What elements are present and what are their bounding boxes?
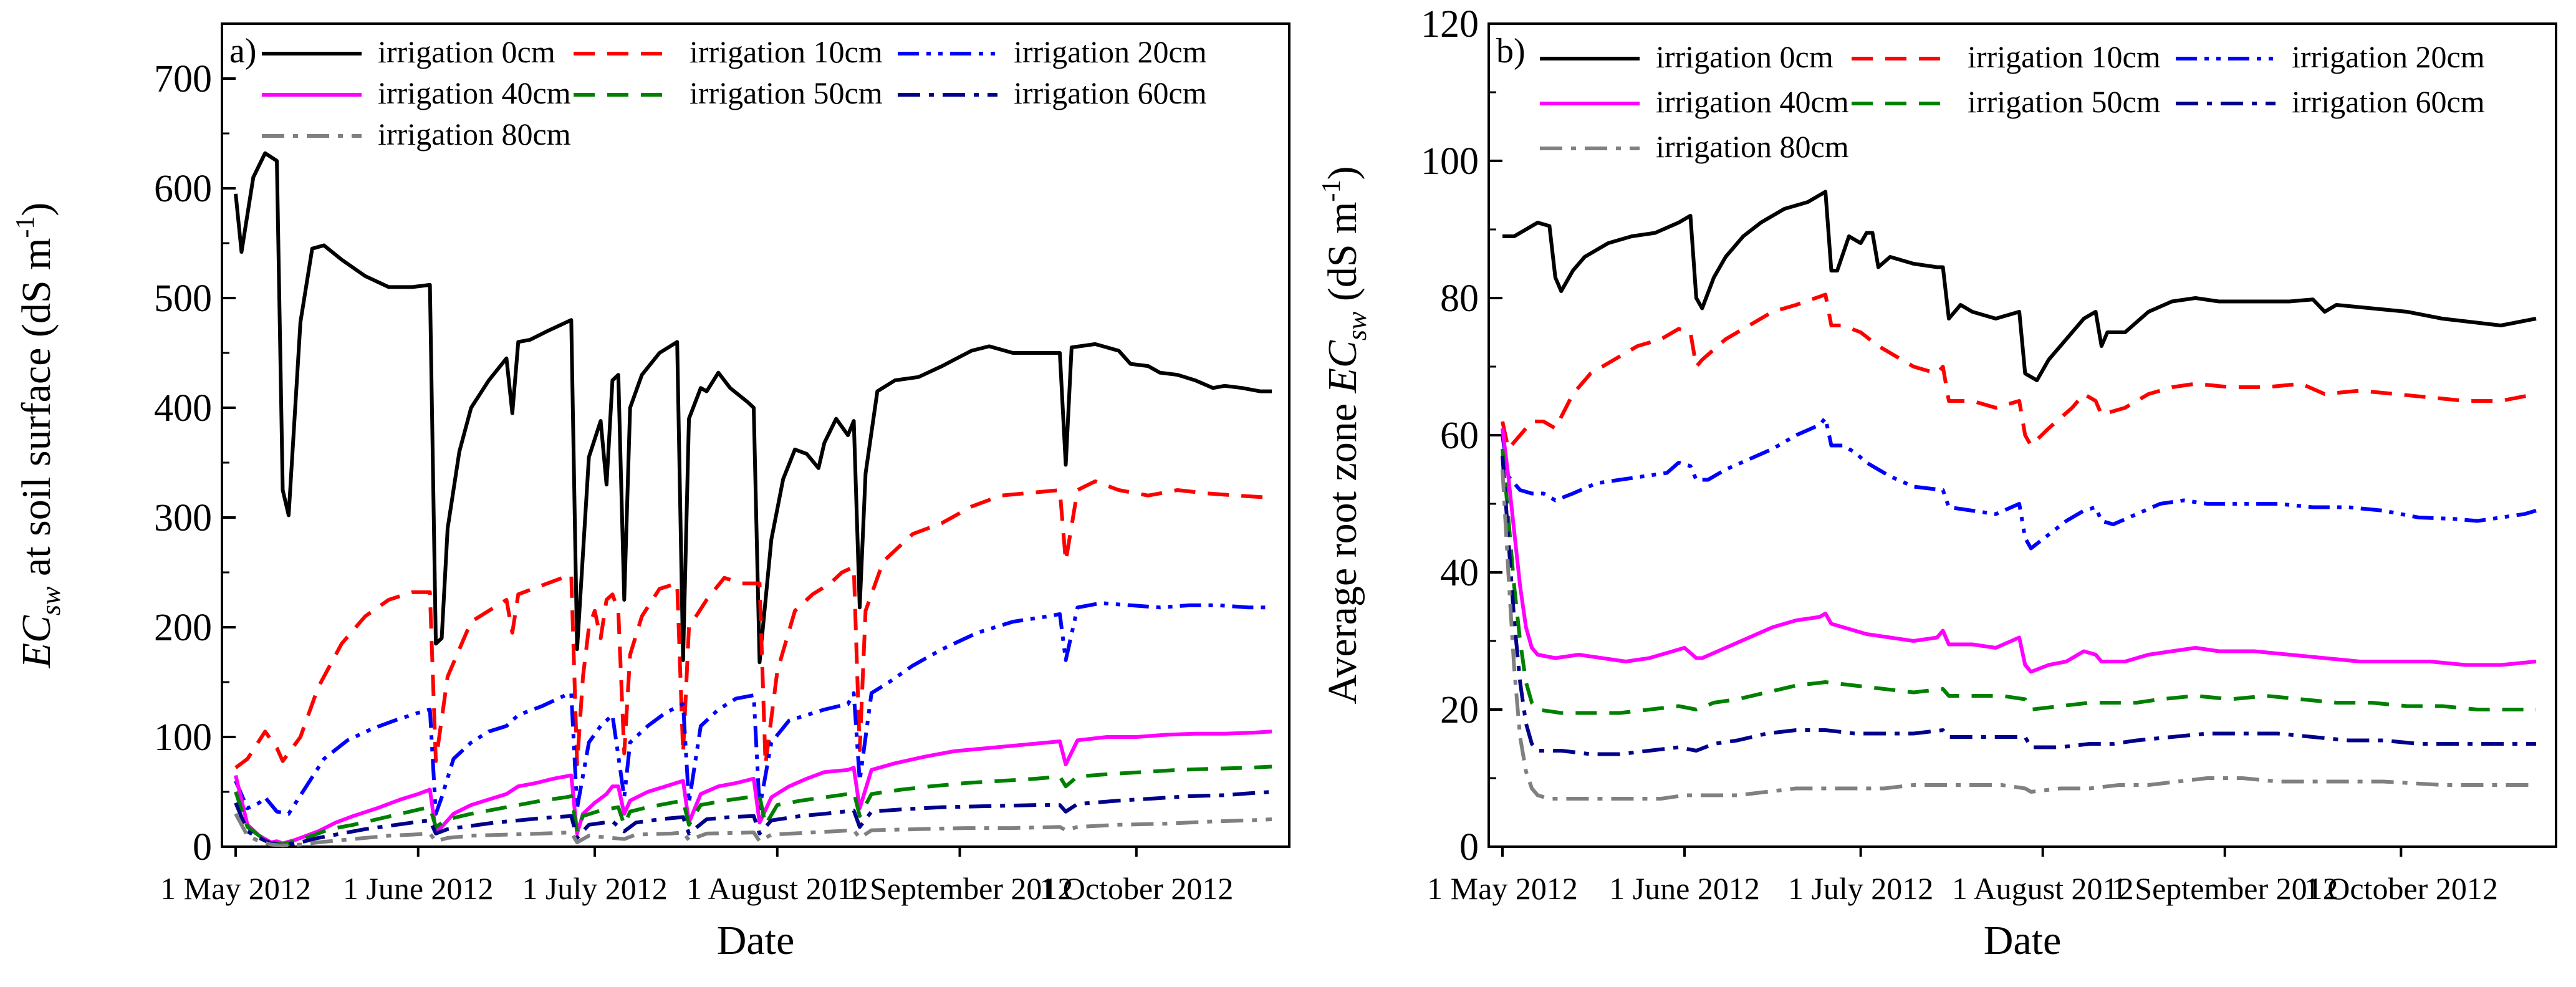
series-line	[234, 479, 1272, 769]
panel-label: a)	[229, 32, 257, 70]
x-tick-label: 1 July 2012	[522, 871, 667, 906]
legend-entry: irrigation 80cm	[1656, 129, 1849, 164]
y-axis-label: Average root zone ECsw (dS m-1)	[1317, 166, 1372, 705]
y-tick-label: 0	[1459, 826, 1479, 869]
legend-entry: irrigation 20cm	[1014, 34, 1207, 69]
series-line	[1501, 416, 2537, 551]
x-tick-label: 1 May 2012	[1427, 871, 1578, 906]
x-tick-label: 1 September 2012	[2112, 871, 2338, 906]
series-line	[234, 764, 1272, 847]
legend-entry: irrigation 0cm	[378, 34, 555, 69]
series-line	[234, 601, 1272, 816]
legend-entry: irrigation 10cm	[690, 34, 883, 69]
x-tick-label: 1 October 2012	[2304, 871, 2498, 906]
series-line	[1502, 190, 2537, 382]
legend-entry: irrigation 40cm	[378, 75, 571, 110]
y-tick-label: 300	[154, 497, 212, 539]
y-tick-label: 400	[154, 387, 212, 430]
panel-b: 0 20 40 60 80 100 120 1 May 2012 1 June 2012 1 Ju…	[1317, 3, 2557, 963]
y-axis-label: ECsw at soil surface (dS m-1)	[11, 203, 66, 669]
series-line	[1501, 448, 2536, 715]
legend-entry: irrigation 40cm	[1656, 84, 1849, 119]
y-tick-label: 600	[154, 168, 212, 210]
legend-entry: irrigation 50cm	[1968, 84, 2161, 119]
y-tick-label: 80	[1440, 277, 1479, 320]
y-tick-label: 200	[154, 607, 212, 649]
y-tick-label: 700	[154, 58, 212, 100]
series-line	[1501, 469, 2536, 801]
plot-frame	[1487, 22, 2557, 848]
legend-entry: irrigation 50cm	[690, 75, 883, 110]
x-tick-label: 1 June 2012	[343, 871, 494, 906]
series-line	[234, 729, 1272, 845]
x-tick-label: 1 October 2012	[1039, 871, 1233, 906]
x-tick-label: 1 August 2012	[1952, 871, 2134, 906]
legend-entry: irrigation 0cm	[1656, 39, 1833, 74]
y-tick-label: 0	[193, 826, 212, 869]
y-tick-label: 500	[154, 277, 212, 320]
x-axis-label: Date	[1984, 918, 2062, 963]
panel-a: 0 100 200 300 400 500 600 700 1 May 2012 1 June 2…	[11, 22, 1290, 963]
x-tick-label: 1 September 2012	[847, 871, 1074, 906]
y-tick-label: 120	[1421, 3, 1479, 46]
y-tick-label: 20	[1440, 689, 1479, 731]
panel-label: b)	[1496, 32, 1526, 70]
x-tick-label: 1 July 2012	[1788, 871, 1933, 906]
x-axis-label: Date	[717, 918, 795, 963]
legend-entry: irrigation 10cm	[1968, 39, 2161, 74]
legend-entry: irrigation 80cm	[378, 117, 571, 152]
series-line	[1501, 428, 2537, 674]
series-line	[234, 812, 1272, 848]
y-tick-label: 40	[1440, 552, 1479, 594]
x-tick-label: 1 May 2012	[160, 871, 311, 906]
legend-entry: irrigation 20cm	[2292, 39, 2485, 74]
plot-frame	[221, 22, 1290, 848]
legend-entry: irrigation 60cm	[2292, 84, 2485, 119]
y-tick-label: 100	[1421, 140, 1479, 183]
y-tick-label: 100	[154, 716, 212, 759]
series-line	[234, 151, 1272, 665]
y-tick-label: 60	[1440, 415, 1479, 457]
series-line	[234, 790, 1272, 848]
series-line	[1501, 292, 2537, 451]
legend-entry: irrigation 60cm	[1014, 75, 1207, 110]
x-tick-label: 1 June 2012	[1609, 871, 1760, 906]
series-line	[1501, 455, 2536, 756]
x-tick-label: 1 August 2012	[686, 871, 868, 906]
